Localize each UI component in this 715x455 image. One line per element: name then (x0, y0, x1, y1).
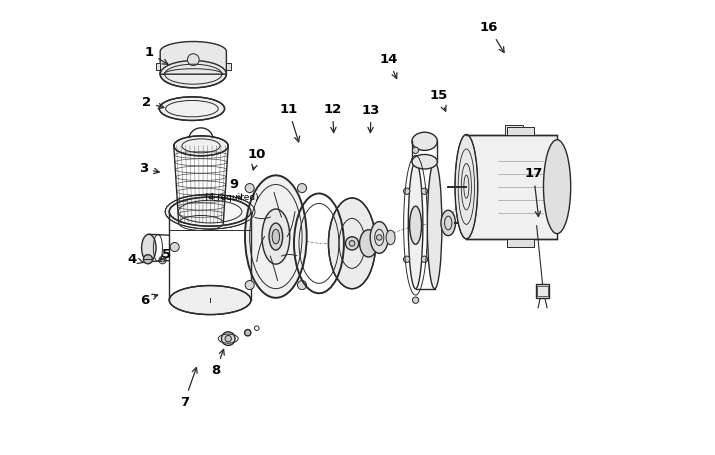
Text: 7: 7 (179, 368, 197, 409)
Circle shape (345, 237, 359, 250)
Text: 2: 2 (142, 96, 164, 109)
Circle shape (403, 256, 410, 263)
Circle shape (297, 183, 307, 192)
Ellipse shape (269, 223, 282, 250)
Ellipse shape (441, 210, 455, 236)
Text: 13: 13 (362, 104, 380, 132)
Ellipse shape (360, 230, 378, 257)
Text: 4: 4 (128, 253, 143, 266)
Polygon shape (160, 41, 227, 74)
Ellipse shape (245, 175, 307, 298)
Text: 17: 17 (524, 167, 543, 217)
Text: 10: 10 (247, 148, 266, 170)
Text: 15: 15 (430, 90, 448, 111)
Circle shape (170, 243, 179, 252)
Text: 11: 11 (280, 103, 300, 142)
Text: 12: 12 (323, 103, 342, 132)
Ellipse shape (169, 286, 251, 314)
Bar (507, 239, 534, 247)
Circle shape (225, 335, 232, 342)
Bar (507, 126, 534, 135)
Ellipse shape (410, 206, 422, 244)
Ellipse shape (428, 162, 442, 289)
Circle shape (413, 297, 419, 303)
Polygon shape (227, 63, 231, 70)
Bar (466, 135, 557, 239)
Text: 8: 8 (212, 349, 225, 377)
Bar (537, 286, 548, 297)
Text: 9: 9 (230, 178, 242, 200)
Ellipse shape (543, 140, 571, 233)
Ellipse shape (272, 229, 280, 244)
Ellipse shape (169, 197, 251, 226)
Circle shape (245, 329, 251, 336)
Circle shape (403, 188, 410, 194)
Circle shape (161, 258, 164, 262)
Circle shape (413, 147, 419, 153)
Text: 6: 6 (139, 293, 158, 307)
Text: 16: 16 (480, 21, 504, 52)
Circle shape (421, 256, 428, 263)
Circle shape (144, 255, 152, 264)
Circle shape (187, 54, 199, 66)
Text: 1: 1 (144, 46, 168, 64)
Circle shape (377, 235, 382, 240)
Circle shape (297, 281, 307, 289)
Ellipse shape (386, 230, 395, 245)
Ellipse shape (370, 222, 388, 253)
Circle shape (421, 188, 428, 194)
Bar (505, 126, 523, 135)
Text: 3: 3 (139, 162, 159, 175)
Ellipse shape (142, 234, 156, 262)
Ellipse shape (412, 132, 438, 151)
Ellipse shape (328, 198, 375, 289)
Ellipse shape (455, 135, 478, 239)
Text: (4 required): (4 required) (204, 192, 258, 202)
Text: 14: 14 (379, 53, 398, 79)
Ellipse shape (174, 136, 228, 156)
Circle shape (245, 183, 255, 192)
Ellipse shape (160, 61, 227, 88)
Circle shape (245, 281, 255, 289)
Ellipse shape (159, 97, 225, 121)
Circle shape (222, 332, 235, 345)
Polygon shape (156, 63, 160, 70)
Circle shape (349, 241, 355, 246)
Bar (536, 284, 549, 298)
Ellipse shape (412, 154, 438, 169)
Ellipse shape (262, 209, 290, 264)
Ellipse shape (165, 194, 255, 229)
Ellipse shape (408, 162, 423, 289)
Text: 5: 5 (159, 248, 172, 261)
